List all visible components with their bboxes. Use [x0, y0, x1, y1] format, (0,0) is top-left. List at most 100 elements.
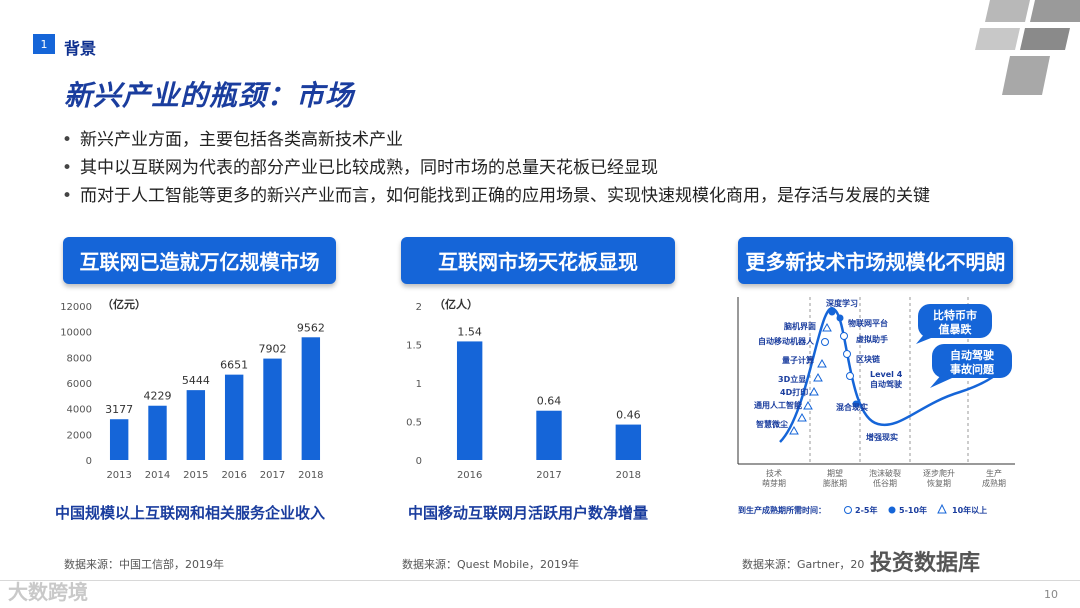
bar — [301, 337, 321, 460]
y-unit-label: （亿元） — [102, 297, 146, 311]
x-tick-label: 2017 — [536, 470, 561, 481]
footer-divider — [0, 580, 1080, 581]
tech-label: 4D打印 — [780, 387, 808, 397]
chart1-caption: 中国规模以上互联网和相关服务企业收入 — [55, 504, 326, 522]
marker-triangle — [809, 386, 819, 396]
chart-hype-cycle: 深度学习 物联网平台 脑机界面 虚拟助手 自动移动机器人 量子计算 区块链 Le… — [737, 297, 1015, 515]
chart-mobile-users: （亿人） 0 0.5 1 1.5 2 1.54 2016 0.64 2017 0.46 2018 — [406, 297, 642, 481]
svg-text:事故问题: 事故问题 — [950, 362, 995, 376]
marker-circle — [821, 338, 829, 346]
y-tick-label: 2 — [416, 302, 422, 313]
marker-dot — [852, 400, 860, 408]
corner-logo-graphic — [975, 0, 1080, 95]
hype-curve — [779, 306, 1011, 443]
svg-text:低谷期: 低谷期 — [873, 478, 897, 488]
chart-internet-revenue: （亿元） 0 2000 4000 6000 8000 10000 12000 3177 2013 4… — [60, 297, 325, 481]
bar-value-label: 6651 — [220, 359, 248, 372]
tech-label: 深度学习 — [826, 298, 858, 308]
y-tick-label: 1 — [416, 379, 422, 390]
tech-label: 脑机界面 — [783, 321, 816, 331]
y-tick-label: 4000 — [67, 405, 92, 416]
marker-circle — [846, 372, 854, 380]
page-title: 新兴产业的瓶颈：市场 — [64, 79, 355, 112]
bar-value-label: 3177 — [105, 403, 133, 416]
bar — [109, 419, 129, 460]
page-number: 10 — [1044, 588, 1058, 601]
marker-triangle — [822, 322, 832, 332]
svg-text:值暴跌: 值暴跌 — [939, 322, 973, 336]
bar-value-label: 1.54 — [457, 325, 482, 338]
x-tick-label: 2014 — [145, 470, 170, 481]
tech-label: 物联网平台 — [848, 318, 888, 328]
tech-label: 虚拟助手 — [856, 334, 888, 344]
marker-triangle — [817, 358, 827, 368]
svg-text:恢复期: 恢复期 — [927, 478, 951, 488]
legend-triangle-marker — [937, 503, 947, 514]
bar-value-label: 4229 — [144, 390, 172, 403]
svg-text:萌芽期: 萌芽期 — [762, 478, 786, 488]
y-tick-label: 0 — [86, 456, 92, 467]
watermark-left: 大数跨境 — [8, 580, 88, 604]
svg-text:泡沫破裂: 泡沫破裂 — [869, 468, 901, 478]
bar-value-label: 7902 — [259, 343, 287, 356]
section-number-badge: 1 — [33, 34, 55, 54]
y-tick-label: 12000 — [60, 302, 92, 313]
bullet-item: • 新兴产业方面，主要包括各类高新技术产业 — [62, 130, 403, 150]
marker-triangle — [813, 372, 823, 382]
svg-text:2-5年: 2-5年 — [855, 505, 877, 515]
chart3-source: 数据来源：Gartner，20 — [742, 558, 865, 571]
svg-text:到生产成熟期所需时间：: 到生产成熟期所需时间： — [738, 505, 826, 515]
svg-text:生产: 生产 — [986, 468, 1002, 478]
bar — [224, 374, 244, 460]
marker-triangle — [789, 425, 799, 435]
x-tick-label: 2013 — [106, 470, 131, 481]
x-tick-label: 2018 — [298, 470, 323, 481]
svg-text:技术: 技术 — [766, 468, 782, 478]
legend-circle-marker — [844, 506, 852, 514]
bar — [186, 390, 206, 460]
marker-dot — [836, 314, 844, 322]
bar — [263, 358, 282, 460]
bar — [615, 424, 642, 460]
panel-title-ceiling: 互联网市场天花板显现 — [401, 237, 675, 284]
marker-triangle — [797, 412, 807, 422]
svg-text:Level 4: Level 4 — [870, 370, 903, 379]
svg-text:期望: 期望 — [827, 468, 843, 478]
marker-dot — [828, 308, 836, 316]
y-tick-label: 0 — [416, 456, 422, 467]
bar-value-label: 0.64 — [537, 395, 562, 408]
y-tick-label: 1.5 — [406, 341, 422, 352]
x-tick-label: 2016 — [221, 470, 246, 481]
bar — [148, 405, 167, 460]
tech-label: 增强现实 — [866, 432, 898, 442]
x-tick-label: 2015 — [183, 470, 208, 481]
tech-label: 3D立显 — [778, 374, 806, 384]
marker-circle — [840, 332, 848, 340]
chart1-source: 数据来源：中国工信部，2019年 — [64, 558, 224, 571]
bullet-list: • 新兴产业方面，主要包括各类高新技术产业 • 其中以互联网为代表的部分产业已比较成… — [62, 126, 1022, 210]
x-tick-label: 2017 — [260, 470, 285, 481]
section-label: 背景 — [64, 39, 97, 58]
y-unit-label: （亿人） — [434, 297, 478, 311]
marker-circle — [843, 350, 851, 358]
svg-text:逐步爬升: 逐步爬升 — [923, 468, 955, 478]
panel-title-new-tech: 更多新技术市场规模化不明朗 — [738, 237, 1013, 284]
watermark-right: 投资数据库 — [870, 551, 981, 576]
bar — [536, 410, 562, 460]
panel-title-internet-scale: 互联网已造就万亿规模市场 — [63, 237, 336, 284]
svg-text:膨胀期: 膨胀期 — [823, 478, 847, 488]
bar-value-label: 0.46 — [616, 409, 641, 422]
x-tick-label: 2016 — [457, 470, 482, 481]
tech-label: 混合现实 — [836, 402, 868, 412]
marker-triangle — [803, 400, 813, 410]
bullet-item: • 而对于人工智能等更多的新兴产业而言，如何能找到正确的应用场景、实现快速规模化商… — [62, 186, 930, 206]
bar-value-label: 5444 — [182, 374, 210, 387]
y-tick-label: 0.5 — [406, 418, 422, 429]
x-tick-label: 2018 — [616, 470, 641, 481]
y-tick-label: 10000 — [60, 328, 92, 339]
svg-text:成熟期: 成熟期 — [982, 478, 1006, 488]
tech-label: 区块链 — [856, 354, 881, 364]
bar — [456, 341, 483, 460]
hype-legend: 到生产成熟期所需时间： 2-5年 5-10年 10年以上 — [738, 503, 987, 515]
